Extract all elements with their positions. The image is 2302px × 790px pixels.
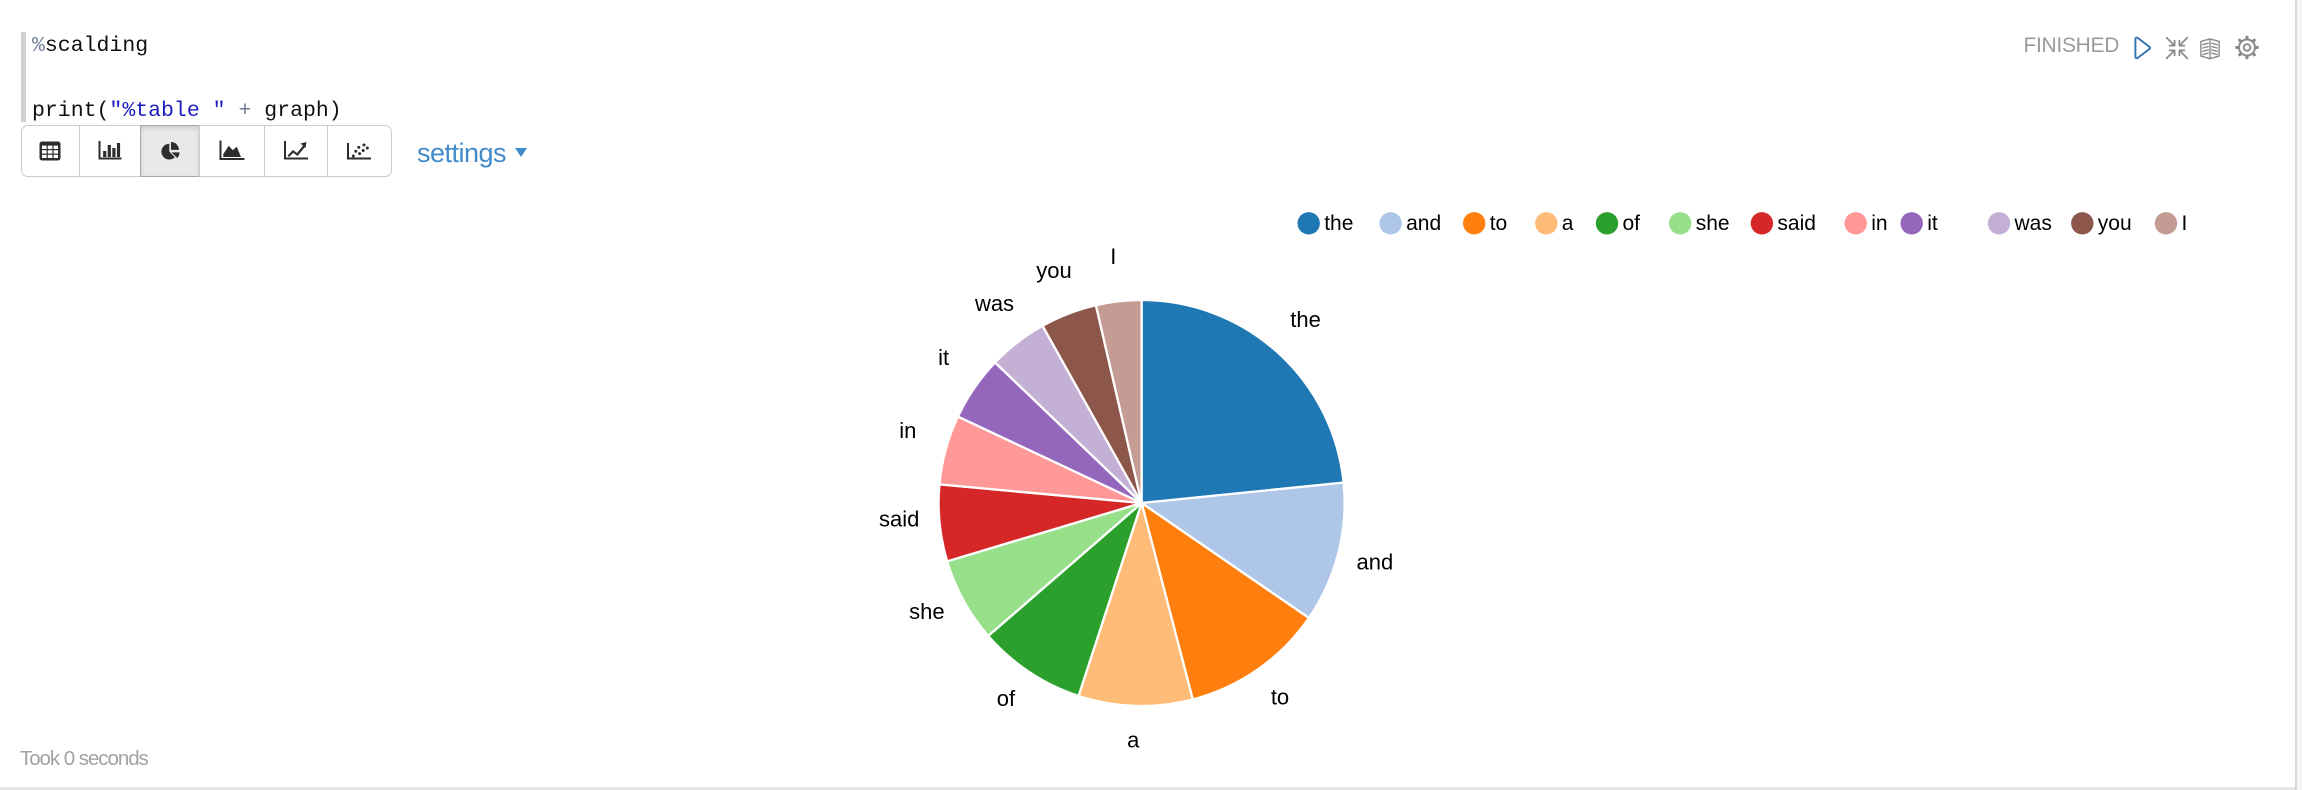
svg-text:of: of <box>997 686 1016 711</box>
svg-text:she: she <box>909 599 944 624</box>
svg-text:she: she <box>1696 212 1730 235</box>
svg-text:and: and <box>1357 549 1394 574</box>
svg-text:the: the <box>1290 307 1321 332</box>
svg-text:said: said <box>1777 212 1816 235</box>
svg-text:a: a <box>1562 212 1574 235</box>
svg-text:you: you <box>1036 258 1071 283</box>
svg-text:was: was <box>2014 212 2052 235</box>
svg-text:was: was <box>974 291 1014 316</box>
svg-text:to: to <box>1271 684 1289 709</box>
svg-text:the: the <box>1324 212 1353 235</box>
svg-text:to: to <box>1490 212 1508 235</box>
svg-text:said: said <box>879 507 919 532</box>
svg-text:you: you <box>2098 212 2132 235</box>
svg-text:it: it <box>1927 212 1938 235</box>
svg-text:of: of <box>1623 212 1641 235</box>
svg-text:it: it <box>938 345 949 370</box>
svg-text:I: I <box>2182 212 2188 235</box>
svg-text:in: in <box>1871 212 1887 235</box>
svg-text:in: in <box>899 418 916 443</box>
svg-text:and: and <box>1406 212 1441 235</box>
svg-text:I: I <box>1110 244 1116 269</box>
svg-text:a: a <box>1127 727 1140 752</box>
